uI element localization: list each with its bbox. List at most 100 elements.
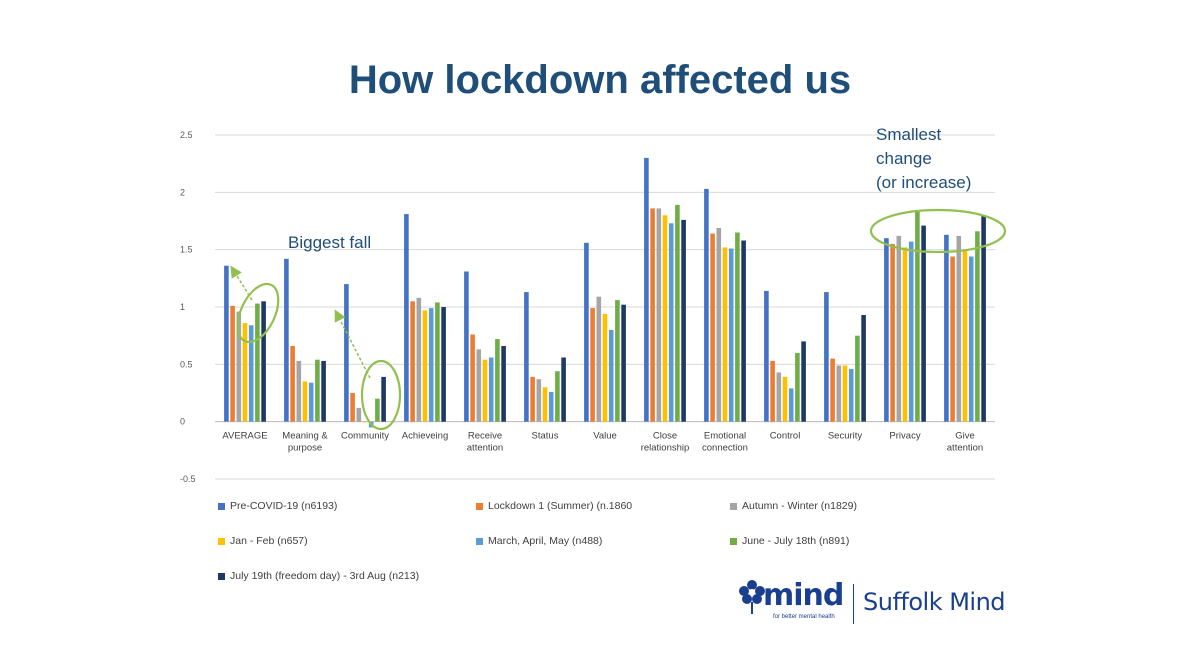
legend-swatch (730, 502, 737, 510)
bar (728, 248, 734, 422)
legend-swatch (218, 572, 225, 580)
bar (801, 341, 806, 422)
bar (902, 247, 908, 422)
bar (284, 258, 289, 422)
legend-item: Autumn - Winter (n1829) (730, 500, 857, 512)
bar (656, 208, 662, 422)
bar (788, 388, 794, 422)
arrow-average (230, 265, 253, 301)
x-tick-label: Community (341, 431, 389, 442)
bar (261, 301, 266, 422)
bar (764, 290, 769, 422)
legend-swatch (218, 502, 225, 510)
bar (375, 398, 380, 422)
bar (644, 157, 649, 422)
bar (224, 265, 229, 422)
x-tick-label: Close (653, 431, 677, 442)
legend-item: July 19th (freedom day) - 3rd Aug (n213) (218, 570, 419, 582)
x-tick-label: Value (593, 431, 617, 442)
y-tick-label: 0 (180, 417, 185, 427)
bar (290, 346, 295, 422)
legend-label: Pre-COVID-19 (n6193) (230, 500, 338, 512)
bar (968, 256, 974, 422)
x-tick-label: relationship (641, 443, 690, 454)
x-tick-label: Receive (468, 431, 502, 442)
x-axis: AVERAGE Meaning &purpose Community Achievei… (222, 431, 983, 454)
x-tick-label: purpose (288, 443, 322, 454)
bar (782, 376, 788, 422)
slide-title: How lockdown affected us (348, 58, 852, 102)
legend-label: July 19th (freedom day) - 3rd Aug (n213) (230, 570, 420, 582)
y-tick-label: 2 (180, 187, 185, 197)
bar (962, 249, 968, 422)
y-axis: 2.5 2 1.5 1 0.5 0 -0.5 (180, 130, 196, 484)
bar (230, 305, 235, 422)
annotation-biggest-fall: Biggest fall (288, 233, 371, 252)
bar (890, 243, 895, 422)
bar (321, 360, 326, 422)
bar-chart: 2.5 2 1.5 1 0.5 0 -0.5 AVERAGE Meaning &purpose… (180, 125, 1007, 484)
bar (476, 349, 482, 422)
bar (861, 315, 866, 422)
bar (501, 346, 506, 422)
bar (536, 379, 542, 422)
bar (770, 360, 775, 422)
bar (350, 393, 355, 422)
bar (981, 215, 986, 422)
legend-item: June - July 18th (n891) (730, 535, 849, 547)
x-tick-label: attention (947, 443, 983, 454)
x-tick-label: Status (532, 431, 559, 442)
bar (488, 357, 494, 422)
bar (236, 311, 242, 422)
bar (441, 307, 446, 422)
bar (362, 421, 368, 423)
bar (315, 359, 320, 422)
y-tick-label: 1 (180, 302, 185, 312)
bar (428, 308, 434, 422)
highlight-ellipse-community (360, 359, 402, 431)
bar (915, 210, 920, 422)
bar (561, 357, 566, 422)
bar (896, 235, 902, 422)
y-tick-label: 1.5 (180, 245, 193, 255)
bar (710, 233, 715, 422)
bar (464, 271, 469, 422)
bar (410, 301, 415, 422)
bar (836, 365, 842, 422)
logo-divider (853, 584, 854, 624)
mind-flower-icon (739, 580, 765, 614)
bar (722, 247, 728, 422)
bar (524, 292, 529, 422)
legend-item: Jan - Feb (n657) (218, 535, 308, 547)
bars (224, 157, 986, 428)
bar (435, 302, 440, 422)
bar (248, 325, 254, 422)
bar (542, 387, 548, 422)
bar (356, 407, 362, 422)
bar (704, 188, 709, 422)
annotation-smallest-change: change (876, 149, 932, 168)
bar (590, 308, 595, 422)
bar (422, 310, 428, 422)
logo-tagline: for better mental health (773, 614, 835, 620)
bar (242, 323, 248, 422)
bar (855, 335, 860, 422)
mind-logo: mind for better mental health Suffolk Mi… (735, 572, 1015, 632)
x-tick-label: connection (702, 443, 748, 454)
x-tick-label: Privacy (889, 431, 920, 442)
arrow-community (334, 309, 371, 379)
x-tick-label: Achieveing (402, 431, 448, 442)
bar (548, 391, 554, 422)
bar (884, 238, 889, 422)
x-tick-label: attention (467, 443, 503, 454)
bar (404, 214, 409, 422)
bar (621, 304, 626, 422)
bar (302, 381, 308, 422)
legend-swatch (476, 502, 483, 510)
annotation-smallest-change: (or increase) (876, 173, 971, 192)
bar (482, 359, 488, 422)
bar (975, 231, 980, 422)
bar (944, 234, 949, 422)
bar (530, 376, 535, 422)
y-tick-label: 2.5 (180, 130, 193, 140)
